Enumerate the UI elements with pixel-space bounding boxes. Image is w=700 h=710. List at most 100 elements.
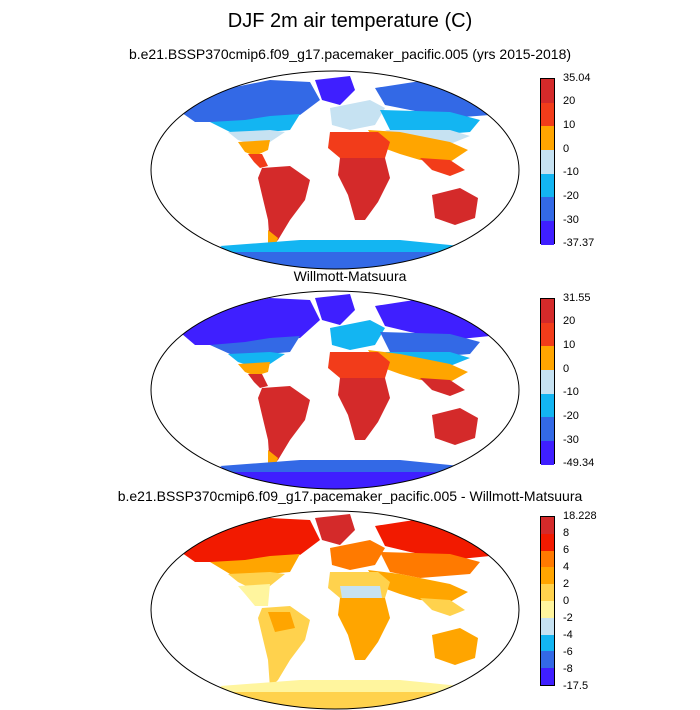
cb2-seg-5 xyxy=(541,417,554,442)
north-africa xyxy=(328,352,390,378)
panel-1-subtitle: b.e21.BSSP370cmip6.f09_g17.pacemaker_pac… xyxy=(128,46,572,62)
map-panel-2 xyxy=(150,290,520,490)
cb3-label-5: 0 xyxy=(563,595,570,607)
south-america xyxy=(258,166,310,248)
cb1-label-6: -30 xyxy=(563,214,579,226)
cb2-seg-3 xyxy=(541,370,554,394)
cb2-label-6: -30 xyxy=(563,434,579,446)
cb1-label-2: 10 xyxy=(563,119,576,131)
south-asia xyxy=(368,350,468,382)
central-asia xyxy=(380,332,480,358)
cb3-label-3: 4 xyxy=(563,561,570,573)
australia xyxy=(432,628,478,665)
central-asia xyxy=(380,552,480,578)
cb2-label-3: 0 xyxy=(563,363,570,375)
cb2-seg-6 xyxy=(541,441,554,465)
cb3-label-7: -4 xyxy=(563,629,573,641)
cb1-label-3: 0 xyxy=(563,143,570,155)
colorbar-panel-3 xyxy=(540,516,555,686)
cb2-seg-1 xyxy=(541,322,554,347)
australia xyxy=(432,188,478,225)
africa xyxy=(338,158,390,220)
cb3-label-10: -17.5 xyxy=(563,680,589,692)
greenland xyxy=(315,294,355,325)
cb2-label-1: 20 xyxy=(563,315,576,327)
cb1-seg-2 xyxy=(541,126,554,151)
cb3-label-4: 2 xyxy=(563,578,570,590)
cb3-seg-4 xyxy=(541,584,554,601)
cb1-seg-0 xyxy=(541,79,554,103)
greenland xyxy=(315,76,355,105)
central-america xyxy=(248,374,268,388)
greenland xyxy=(315,514,355,545)
north-america-south xyxy=(228,572,285,588)
cb2-seg-2 xyxy=(541,346,554,371)
antarctica-coast xyxy=(220,240,460,252)
south-america xyxy=(258,606,310,688)
cb3-label-6: -2 xyxy=(563,612,573,624)
cb2-seg-0 xyxy=(541,299,554,323)
cb2-seg-4 xyxy=(541,393,554,418)
cb3-seg-7 xyxy=(541,634,554,652)
south-asia xyxy=(368,130,468,162)
panel-3-subtitle: b.e21.BSSP370cmip6.f09_g17.pacemaker_pac… xyxy=(117,488,583,504)
cb3-seg-3 xyxy=(541,567,554,585)
north-america-warm xyxy=(238,362,270,376)
cb2-label-0: 31.55 xyxy=(563,292,591,304)
europe xyxy=(330,540,385,570)
map-panel-1 xyxy=(150,70,520,270)
cb3-label-8: -6 xyxy=(563,646,573,658)
cb3-seg-6 xyxy=(541,617,554,635)
cb3-seg-2 xyxy=(541,550,554,568)
cb1-label-4: -10 xyxy=(563,166,579,178)
cb3-label-9: -8 xyxy=(563,663,573,675)
north-africa xyxy=(328,132,390,158)
north-america-mid xyxy=(210,554,300,578)
cb3-seg-8 xyxy=(541,651,554,669)
cb1-seg-3 xyxy=(541,150,554,174)
africa xyxy=(338,598,390,660)
cb1-label-5: -20 xyxy=(563,190,579,202)
north-america-cold xyxy=(175,80,320,125)
north-america-warm xyxy=(238,140,270,156)
cb1-seg-4 xyxy=(541,173,554,198)
southeast-asia xyxy=(420,378,465,396)
cb1-label-0: 35.04 xyxy=(563,72,591,84)
antarctica-coast xyxy=(220,680,460,692)
antarctica-coast xyxy=(220,460,460,472)
cb3-label-2: 6 xyxy=(563,544,570,556)
colorbar-panel-2 xyxy=(540,298,555,465)
europe xyxy=(330,320,385,350)
southeast-asia xyxy=(420,158,465,176)
sahel xyxy=(340,586,382,598)
central-america xyxy=(248,154,268,168)
south-asia xyxy=(368,570,468,602)
north-america-mild xyxy=(228,352,285,366)
cb1-label-7: -37.37 xyxy=(563,237,595,249)
australia xyxy=(432,408,478,445)
figure-title: DJF 2m air temperature (C) xyxy=(227,10,473,32)
north-america-cold xyxy=(175,298,320,348)
cb2-label-2: 10 xyxy=(563,339,576,351)
cb3-seg-1 xyxy=(541,533,554,551)
central-america xyxy=(238,584,270,606)
europe xyxy=(330,100,385,130)
cb3-label-1: 8 xyxy=(563,527,570,539)
cb3-label-0: 18.228 xyxy=(563,510,597,522)
cb1-seg-1 xyxy=(541,102,554,127)
cb2-label-7: -49.34 xyxy=(563,457,595,469)
cb3-seg-0 xyxy=(541,517,554,534)
north-america-north xyxy=(175,518,320,565)
southeast-asia xyxy=(420,598,465,616)
north-america-cool xyxy=(210,114,300,136)
panel-2-subtitle: Willmott-Matsuura xyxy=(293,268,407,284)
cb2-label-4: -10 xyxy=(563,386,579,398)
north-america-mild xyxy=(228,130,285,144)
cb1-seg-5 xyxy=(541,197,554,222)
south-america xyxy=(258,386,310,468)
colorbar-panel-1 xyxy=(540,78,555,245)
south-america-patch xyxy=(268,612,295,632)
cb3-seg-9 xyxy=(541,668,554,685)
cb1-seg-6 xyxy=(541,221,554,245)
cb3-seg-5 xyxy=(541,600,554,618)
